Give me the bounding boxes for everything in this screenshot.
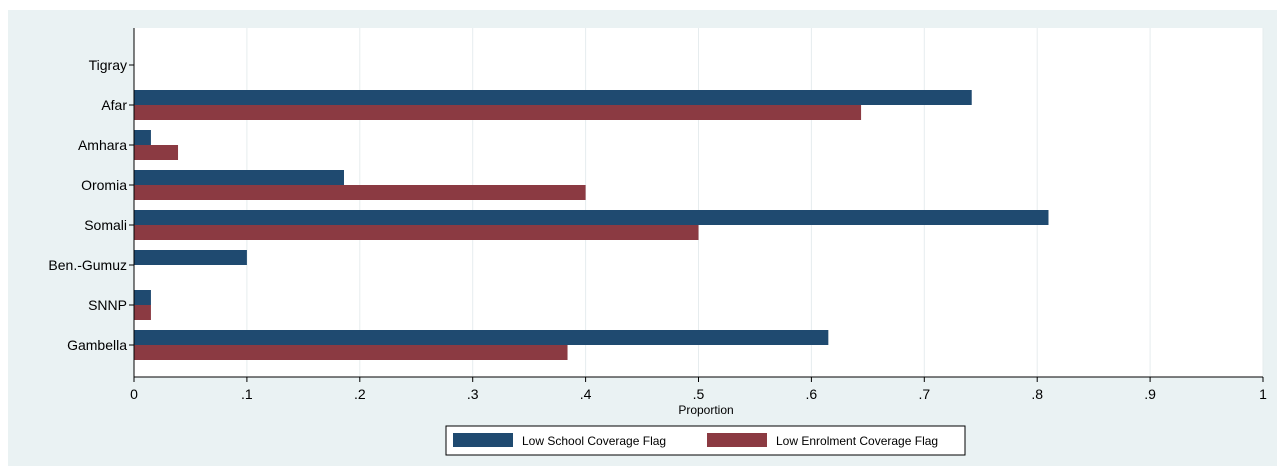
x-tick-label: .3 [467,386,479,402]
bar-enrolment-coverage [134,145,179,160]
bar-enrolment-coverage [134,305,151,320]
bar-enrolment-coverage [134,185,586,200]
category-label: Ben.-Gumuz [48,257,127,273]
x-tick-label: .4 [580,386,592,402]
category-label: Tigray [89,57,127,73]
x-tick-label: .7 [918,386,930,402]
x-tick-label: .1 [241,386,253,402]
bar-enrolment-coverage [134,225,699,240]
x-ticks: 0 .1 .2 .3 .4 .5 .6 .7 .8 .9 1 [130,377,1267,402]
bar-enrolment-coverage [134,105,862,120]
bars [134,90,1049,360]
x-tick-label: .9 [1144,386,1156,402]
bar-school-coverage [134,90,972,105]
legend: Low School Coverage Flag Low Enrolment C… [445,425,966,456]
bar-enrolment-coverage [134,345,568,360]
category-labels: Tigray Afar Amhara Oromia Somali Ben.-Gumuz SN… [48,57,134,353]
category-label: Oromia [81,177,127,193]
category-label: Amhara [78,137,127,153]
legend-swatch-school [453,433,513,447]
bar-school-coverage [134,290,151,305]
x-axis-title: Proportion [678,403,733,417]
x-tick-label: .6 [806,386,818,402]
bar-school-coverage [134,210,1049,225]
legend-label-enrolment: Low Enrolment Coverage Flag [776,434,938,448]
gridlines [246,28,1264,377]
category-label: Gambella [67,337,127,353]
legend-swatch-enrolment [707,433,767,447]
category-label: Somali [84,217,127,233]
category-label: SNNP [88,297,127,313]
x-tick-label: .8 [1031,386,1043,402]
legend-label-school: Low School Coverage Flag [522,434,666,448]
x-tick-label: 0 [130,386,138,402]
x-tick-label: 1 [1259,386,1267,402]
bar-school-coverage [134,170,344,185]
x-tick-label: .2 [354,386,366,402]
legend-box [445,425,966,456]
bar-school-coverage [134,330,829,345]
category-label: Afar [101,97,127,113]
x-tick-label: .5 [693,386,705,402]
bar-school-coverage [134,250,247,265]
bar-school-coverage [134,130,151,145]
